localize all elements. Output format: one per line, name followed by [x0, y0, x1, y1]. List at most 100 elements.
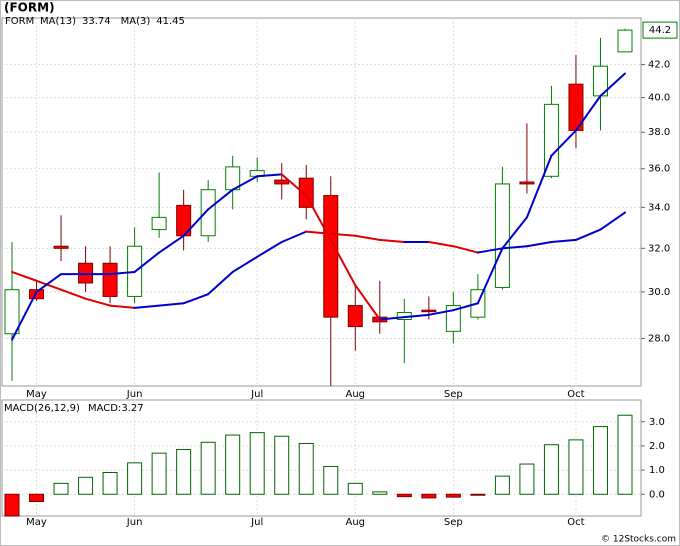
legend-label: MA(13)	[40, 16, 76, 27]
ma-line-segment	[207, 188, 234, 211]
ma-line-segment	[35, 273, 63, 293]
price-panel	[1, 17, 642, 387]
ma-line-segment	[35, 279, 63, 291]
bar	[29, 493, 45, 502]
ma-line-segment	[11, 290, 38, 341]
ma-line-segment	[476, 247, 504, 305]
ma-line-segment	[182, 293, 210, 305]
y-tick-label: 32.0	[648, 243, 670, 254]
candle-body	[53, 245, 69, 249]
bar	[298, 443, 314, 495]
x-tick-label: Sep	[444, 517, 463, 528]
x-tick-label: Aug	[346, 389, 366, 400]
bar	[176, 449, 192, 495]
ma-line-segment	[280, 230, 308, 244]
ma-line-segment	[133, 251, 161, 273]
y-tick-label: 42.0	[648, 60, 670, 71]
candle-body	[494, 183, 510, 288]
candle-body	[78, 262, 94, 284]
candle-body	[323, 195, 339, 318]
ma-line-segment	[525, 154, 553, 219]
ma-line-segment	[207, 270, 234, 296]
bar	[4, 493, 20, 517]
legend-value: 41.45	[156, 16, 185, 27]
ma-line-segment	[452, 245, 479, 254]
legend-value: 3.27	[121, 403, 143, 414]
x-tick-label: Jul	[250, 517, 263, 528]
ma-line-segment	[354, 234, 381, 241]
ma-line-segment	[84, 297, 112, 307]
bar	[347, 482, 363, 495]
ma-line-segment	[525, 241, 553, 248]
bar	[249, 432, 265, 495]
ma-line-segment	[256, 241, 283, 258]
last-price-box	[642, 21, 678, 39]
ma-line-segment	[599, 72, 626, 97]
x-tick-label: Aug	[346, 517, 366, 528]
ma-line-segment	[133, 304, 161, 309]
ma-line-segment	[231, 255, 259, 273]
y-tick-label: 38.0	[648, 127, 670, 138]
footer: © 12Stocks.com	[601, 535, 676, 545]
candle-body	[519, 181, 535, 185]
y-tick-label: 3.0	[649, 417, 665, 428]
ma-line-segment	[427, 241, 455, 248]
candle-body	[617, 29, 633, 53]
y-tick-label: 40.0	[648, 93, 670, 104]
ma-line-segment	[550, 238, 577, 244]
ma-line-segment	[476, 247, 504, 254]
candle-body	[445, 305, 461, 332]
bar	[519, 463, 535, 495]
y-tick-label: 0.0	[649, 489, 665, 500]
candle-body	[274, 179, 290, 185]
ma-line-segment	[329, 238, 357, 287]
legend-label: MACD:	[88, 403, 121, 414]
ma-line-segment	[109, 304, 136, 309]
ma-line-segment	[501, 245, 528, 250]
y-tick-label: 34.0	[648, 202, 670, 213]
candle-body	[421, 309, 437, 313]
ma-line-segment	[599, 211, 626, 231]
y-tick-label: 1.0	[649, 465, 665, 476]
legend-symbol: FORM	[5, 16, 34, 27]
bar	[200, 441, 216, 495]
ma-line-segment	[158, 302, 185, 307]
ma-line-segment	[403, 313, 430, 319]
x-tick-label: Jun	[126, 389, 143, 400]
x-tick-label: May	[26, 389, 47, 400]
ma-line-segment	[329, 232, 357, 237]
candle-body	[347, 305, 363, 328]
bar	[396, 493, 412, 498]
ma-line-segment	[574, 94, 602, 132]
candle-body	[4, 289, 20, 335]
ma-line-segment	[378, 238, 406, 244]
ma-line-segment	[109, 270, 136, 276]
bar	[274, 435, 290, 495]
x-tick-label: May	[26, 517, 47, 528]
macd-panel	[1, 399, 642, 517]
legend-label: MA(3)	[121, 16, 151, 27]
ma-line-segment	[305, 194, 332, 241]
ma-line-segment	[501, 216, 528, 250]
ma-line-segment	[452, 302, 479, 312]
candle-body	[200, 189, 216, 237]
bar	[421, 493, 437, 499]
bar	[102, 472, 118, 495]
ma-line-segment	[11, 270, 38, 282]
x-tick-label: Jun	[126, 517, 143, 528]
bar	[372, 491, 388, 495]
y-tick-label: 36.0	[648, 164, 670, 175]
ma-line-segment	[354, 284, 381, 321]
bar	[494, 475, 510, 495]
candle-body	[151, 216, 167, 231]
ma-line-segment	[280, 173, 308, 197]
y-tick-label: 2.0	[649, 441, 665, 452]
candle-body	[543, 103, 559, 177]
ma-line-segment	[574, 228, 602, 241]
ma-line-segment	[158, 234, 185, 254]
bar	[617, 414, 633, 495]
bar	[470, 493, 486, 496]
bar	[78, 476, 94, 495]
legend-label: MACD(26,12,9)	[4, 403, 80, 414]
y-tick-label: 28.0	[648, 334, 670, 345]
